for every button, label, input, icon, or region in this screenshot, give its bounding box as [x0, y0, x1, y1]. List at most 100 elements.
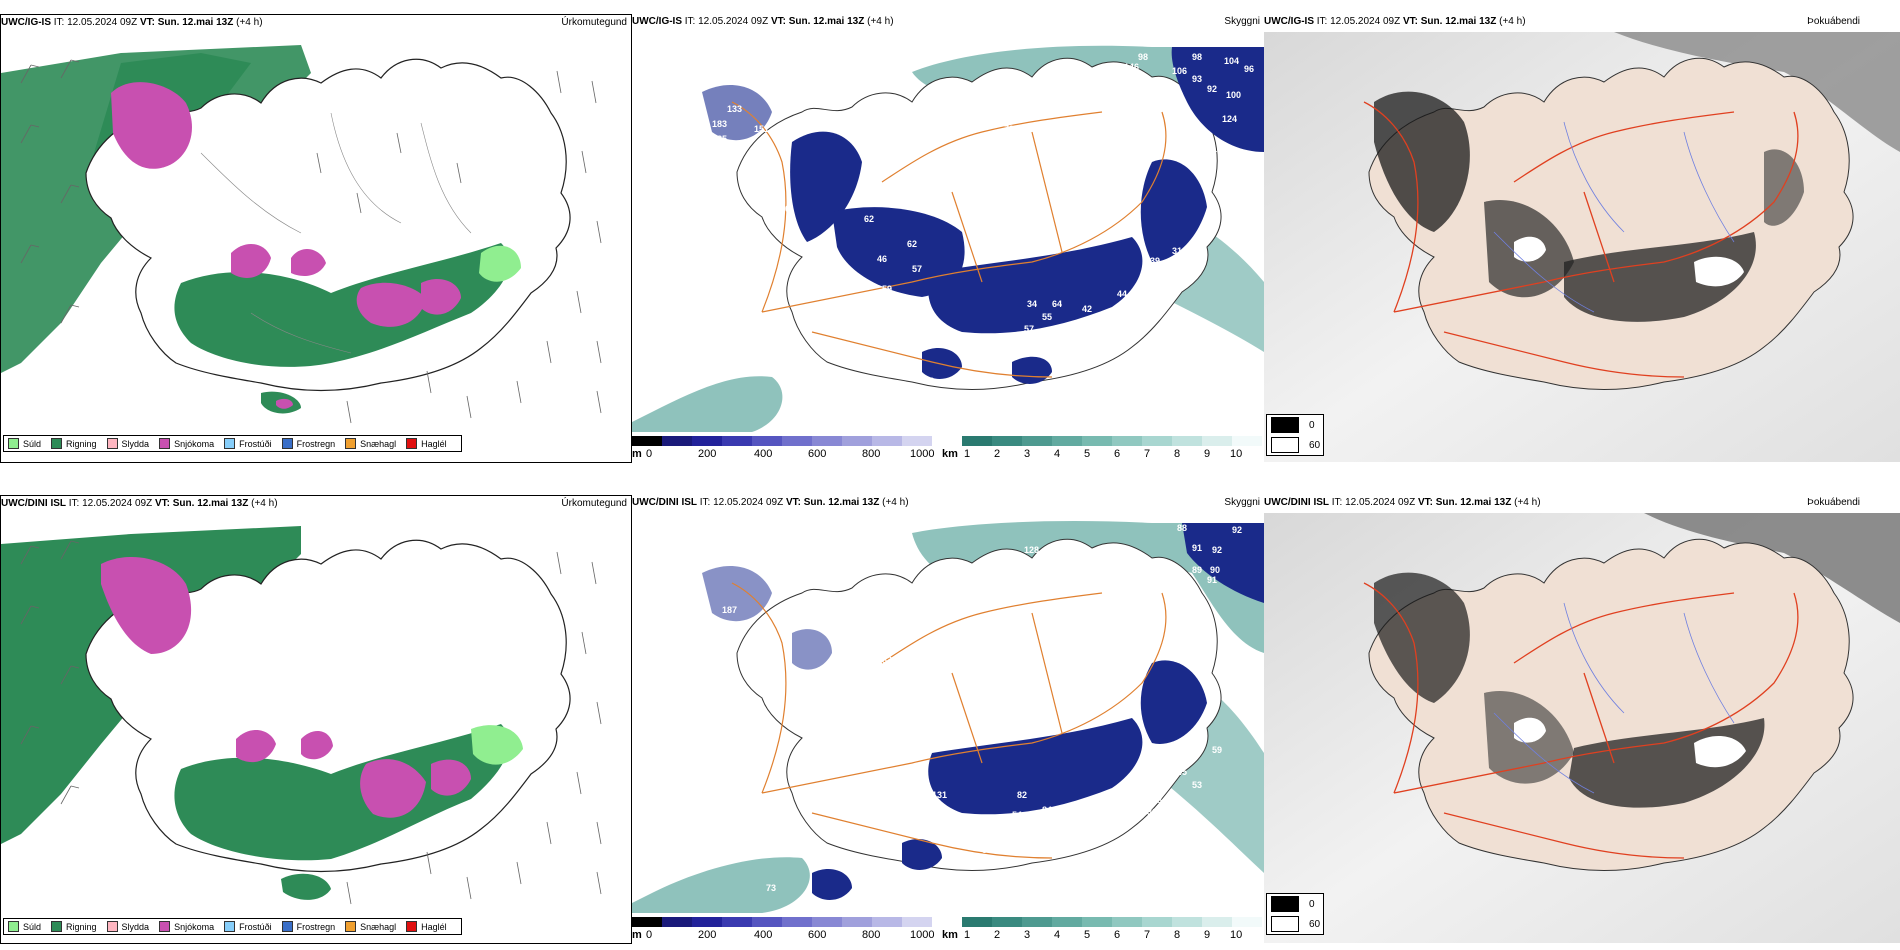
- visibility-value-label: 34: [1027, 299, 1037, 309]
- visibility-value-label: 37: [1142, 279, 1152, 289]
- visibility-value-label: 128: [1024, 545, 1039, 555]
- legend-item: Snæhagl: [345, 921, 396, 932]
- legend-item: Frostregn: [281, 921, 335, 932]
- visibility-value-label: 92: [1207, 84, 1217, 94]
- visibility-value-label: 81: [1092, 575, 1102, 585]
- lead-time: (+4 h): [1514, 497, 1541, 508]
- visibility-value-label: 55: [1102, 76, 1112, 86]
- init-time: IT: 12.05.2024 09Z: [699, 497, 784, 508]
- precip-type-panel-row1: UWC/IG-IS IT: 12.05.2024 09Z VT: Sun. 12…: [0, 14, 632, 463]
- tick-label: 4: [1054, 448, 1061, 460]
- legend-item: Slydda: [106, 438, 149, 449]
- tick-label: 6: [1114, 448, 1121, 460]
- visibility-value-label: 91: [1207, 575, 1217, 585]
- legend-item: Haglél: [406, 438, 447, 449]
- tick-label: 200: [698, 448, 717, 460]
- visibility-value-label: 45: [1177, 767, 1187, 777]
- visibility-value-label: 31: [1147, 807, 1157, 817]
- precip-type-panel-row2: UWC/DINI ISL IT: 12.05.2024 09Z VT: Sun.…: [0, 495, 632, 944]
- visibility-value-label: 79: [1174, 575, 1184, 585]
- visibility-value-label: 48: [1002, 364, 1012, 374]
- visibility-value-label: 161: [1044, 565, 1059, 575]
- colorbar-km-swatches: [962, 917, 1262, 927]
- visibility-value-label: 185: [712, 134, 727, 144]
- valid-time-label: VT:: [1402, 16, 1418, 27]
- visibility-value-label: 70: [1094, 326, 1104, 336]
- tick-label: 7: [1144, 448, 1151, 460]
- visibility-value-label: 64: [1052, 299, 1062, 309]
- visibility-value-label: 82: [977, 164, 987, 174]
- visibility-value-label: 59: [882, 284, 892, 294]
- legend-item: Rigning: [51, 921, 97, 932]
- init-time: IT: 12.05.2024 09Z: [684, 16, 769, 27]
- visibility-value-label: 45: [762, 685, 772, 695]
- visibility-value-label: 31: [1172, 246, 1182, 256]
- valid-time-label: VT:: [785, 497, 801, 508]
- visibility-value-label: 83: [882, 655, 892, 665]
- visibility-colorbar-m: m 0 200 400 600 800 1000: [632, 434, 942, 463]
- panel-header: UWC/DINI ISL IT: 12.05.2024 09Z VT: Sun.…: [1264, 495, 1900, 511]
- visibility-value-label: 93: [1192, 74, 1202, 84]
- visibility-value-label: 66: [907, 765, 917, 775]
- visibility-value-label: 79: [1004, 124, 1014, 134]
- visibility-value-label: 57: [912, 264, 922, 274]
- tick-label: 400: [754, 929, 773, 941]
- colorbar-unit: m: [632, 448, 642, 460]
- visibility-value-label: 34: [1067, 810, 1077, 820]
- visibility-value-label: 91: [1192, 543, 1202, 553]
- panel-header: UWC/IG-IS IT: 12.05.2024 09Z VT: Sun. 12…: [632, 14, 1264, 30]
- visibility-value-label: 64: [1032, 336, 1042, 346]
- tick-label: 10: [1230, 448, 1243, 460]
- visibility-value-label: 104: [1224, 56, 1239, 66]
- visibility-value-label: 73: [766, 883, 776, 893]
- visibility-value-label: 105: [742, 169, 757, 179]
- tick-label: 400: [754, 448, 773, 460]
- visibility-value-label: 89: [1192, 565, 1202, 575]
- visibility-value-label: 31: [944, 379, 954, 389]
- fog-indicator-panel-row2: UWC/DINI ISL IT: 12.05.2024 09Z VT: Sun.…: [1264, 495, 1900, 944]
- visibility-value-label: 146: [1124, 62, 1139, 72]
- legend-item: Súld: [8, 438, 41, 449]
- valid-time-label: VT:: [139, 17, 155, 28]
- visibility-value-label: 73: [972, 84, 982, 94]
- visibility-value-label: 38: [962, 855, 972, 865]
- lead-time: (+4 h): [1499, 16, 1526, 27]
- visibility-value-label: 44: [1117, 289, 1127, 299]
- visibility-value-label: 39: [1150, 256, 1160, 266]
- visibility-value-label: 297: [982, 720, 997, 730]
- panel-title: Skyggni: [1224, 16, 1260, 27]
- fog-indicator-panel-row1: UWC/IG-IS IT: 12.05.2024 09Z VT: Sun. 12…: [1264, 14, 1900, 463]
- visibility-value-label: 90: [1226, 189, 1236, 199]
- visibility-value-label: 131: [932, 790, 947, 800]
- tick-label: 800: [862, 448, 881, 460]
- visibility-value-label: 136: [1112, 86, 1127, 96]
- visibility-value-label: 46: [877, 254, 887, 264]
- precip-type-map: [1, 514, 631, 924]
- visibility-value-label: 98: [1138, 52, 1148, 62]
- visibility-value-label: 55: [1042, 312, 1052, 322]
- visibility-value-label: 100: [1226, 90, 1241, 100]
- fog-legend-row: 0: [1267, 415, 1323, 435]
- valid-time-label: VT:: [1417, 497, 1433, 508]
- visibility-value-label: 62: [907, 239, 917, 249]
- visibility-value-label: 124: [1222, 114, 1237, 124]
- visibility-value-label: 84: [1042, 805, 1052, 815]
- init-time: IT: 12.05.2024 09Z: [1331, 497, 1416, 508]
- tick-label: 1000: [910, 929, 935, 941]
- visibility-value-label: 87: [1192, 134, 1202, 144]
- visibility-value-label: 151: [754, 124, 769, 134]
- visibility-value-label: 90: [1210, 565, 1220, 575]
- visibility-colorbar-km: km 1 2 3 4 5 6 7 8 9 10: [942, 915, 1264, 944]
- init-time: IT: 12.05.2024 09Z: [1316, 16, 1401, 27]
- legend-item: Frostregn: [281, 438, 335, 449]
- precip-type-legend: Súld Rigning Slydda Snjókoma Frostúði Fr…: [3, 918, 462, 935]
- visibility-value-label: 50: [902, 890, 912, 900]
- lead-time: (+4 h): [882, 497, 909, 508]
- model-name: UWC/DINI ISL: [1, 498, 66, 509]
- panel-header: UWC/IG-IS IT: 12.05.2024 09Z VT: Sun. 12…: [1, 15, 631, 31]
- panel-title: Þokuábendi: [1807, 497, 1860, 508]
- legend-item: Frostúði: [224, 438, 272, 449]
- tick-label: 4: [1054, 929, 1061, 941]
